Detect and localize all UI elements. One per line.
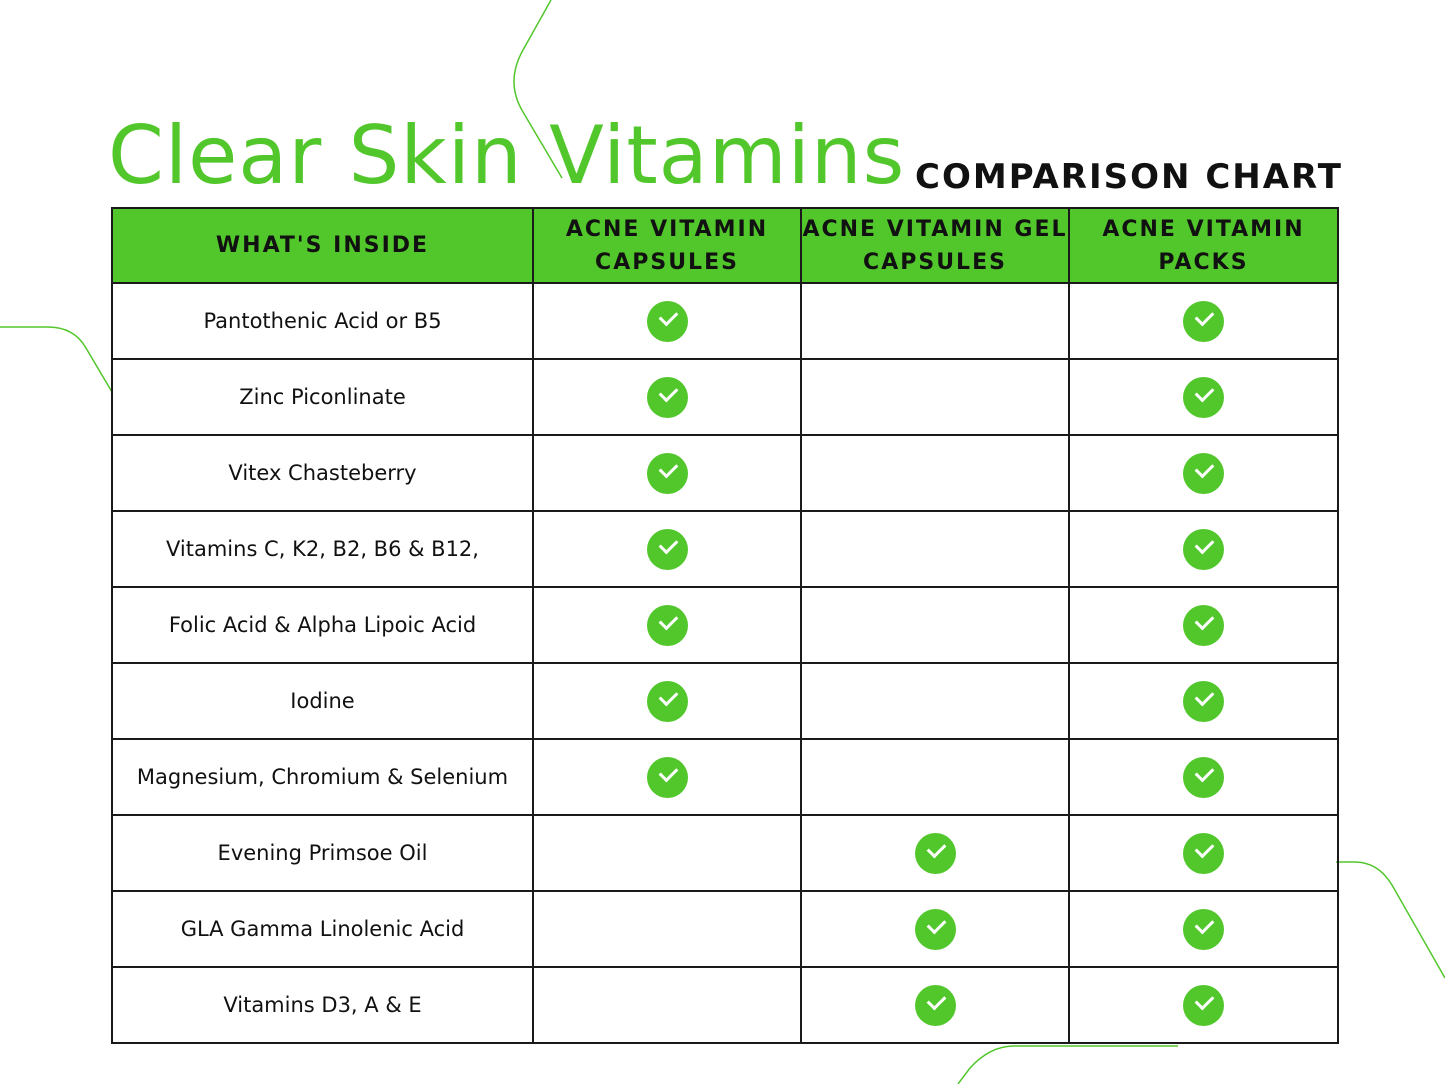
header-whats-inside: WHAT'S INSIDE: [111, 207, 534, 284]
check-circle-icon: [914, 984, 956, 1026]
decorative-curve-bottom: [957, 1045, 1178, 1084]
cell-acne-vitamin-capsules: [532, 814, 802, 892]
cell-acne-vitamin-capsules: [532, 738, 802, 816]
check-circle-icon: [646, 604, 688, 646]
ingredient-name: GLA Gamma Linolenic Acid: [111, 890, 534, 968]
header-acne-vitamin-gel-capsules: ACNE VITAMIN GEL CAPSULES: [800, 207, 1070, 284]
header-acne-vitamin-capsules: ACNE VITAMIN CAPSULES: [532, 207, 802, 284]
header-acne-vitamin-packs: ACNE VITAMIN PACKS: [1068, 207, 1339, 284]
table-row: Evening Primsoe Oil: [111, 814, 1339, 892]
check-circle-icon: [914, 908, 956, 950]
decorative-curve-left: [0, 326, 113, 393]
check-circle-icon: [646, 756, 688, 798]
table-row: Folic Acid & Alpha Lipoic Acid: [111, 586, 1339, 664]
ingredient-name: Vitamins D3, A & E: [111, 966, 534, 1044]
check-circle-icon: [1183, 908, 1224, 950]
ingredient-name: Pantothenic Acid or B5: [111, 282, 534, 360]
check-circle-icon: [1183, 756, 1224, 798]
check-circle-icon: [1183, 528, 1224, 570]
cell-acne-vitamin-packs: [1068, 282, 1339, 360]
cell-acne-vitamin-capsules: [532, 510, 802, 588]
cell-acne-vitamin-packs: [1068, 738, 1339, 816]
ingredient-name: Vitamins C, K2, B2, B6 & B12,: [111, 510, 534, 588]
cell-acne-vitamin-packs: [1068, 966, 1339, 1044]
cell-acne-vitamin-gel-capsules: [800, 586, 1070, 664]
cell-acne-vitamin-packs: [1068, 662, 1339, 740]
ingredient-name: Evening Primsoe Oil: [111, 814, 534, 892]
table-header-row: WHAT'S INSIDE ACNE VITAMIN CAPSULES ACNE…: [111, 207, 1339, 284]
cell-acne-vitamin-capsules: [532, 890, 802, 968]
cell-acne-vitamin-packs: [1068, 890, 1339, 968]
cell-acne-vitamin-packs: [1068, 814, 1339, 892]
page-title: Clear Skin Vitamins: [108, 109, 906, 202]
table-row: Magnesium, Chromium & Selenium: [111, 738, 1339, 816]
table-row: GLA Gamma Linolenic Acid: [111, 890, 1339, 968]
check-circle-icon: [1183, 300, 1224, 342]
table-row: Vitamins D3, A & E: [111, 966, 1339, 1044]
check-circle-icon: [1183, 452, 1224, 494]
ingredient-name: Magnesium, Chromium & Selenium: [111, 738, 534, 816]
table-body: Pantothenic Acid or B5 Zinc Piconlinate Vi…: [111, 282, 1339, 1044]
check-circle-icon: [1183, 604, 1224, 646]
check-circle-icon: [646, 528, 688, 570]
check-circle-icon: [1183, 680, 1224, 722]
table-row: Iodine: [111, 662, 1339, 740]
check-circle-icon: [646, 376, 688, 418]
cell-acne-vitamin-gel-capsules: [800, 890, 1070, 968]
cell-acne-vitamin-gel-capsules: [800, 358, 1070, 436]
cell-acne-vitamin-gel-capsules: [800, 510, 1070, 588]
cell-acne-vitamin-gel-capsules: [800, 814, 1070, 892]
cell-acne-vitamin-gel-capsules: [800, 662, 1070, 740]
decorative-curve-right: [1336, 861, 1445, 979]
ingredient-name: Folic Acid & Alpha Lipoic Acid: [111, 586, 534, 664]
check-circle-icon: [1183, 984, 1224, 1026]
page-subtitle: COMPARISON CHART: [915, 157, 1343, 197]
cell-acne-vitamin-packs: [1068, 510, 1339, 588]
table-row: Zinc Piconlinate: [111, 358, 1339, 436]
check-circle-icon: [1183, 832, 1224, 874]
cell-acne-vitamin-capsules: [532, 434, 802, 512]
check-circle-icon: [646, 680, 688, 722]
table-row: Vitex Chasteberry: [111, 434, 1339, 512]
cell-acne-vitamin-capsules: [532, 662, 802, 740]
comparison-table: WHAT'S INSIDE ACNE VITAMIN CAPSULES ACNE…: [111, 207, 1339, 1044]
cell-acne-vitamin-capsules: [532, 966, 802, 1044]
table-row: Vitamins C, K2, B2, B6 & B12,: [111, 510, 1339, 588]
check-circle-icon: [1183, 376, 1224, 418]
ingredient-name: Vitex Chasteberry: [111, 434, 534, 512]
cell-acne-vitamin-gel-capsules: [800, 966, 1070, 1044]
table-row: Pantothenic Acid or B5: [111, 282, 1339, 360]
cell-acne-vitamin-packs: [1068, 358, 1339, 436]
check-circle-icon: [914, 832, 956, 874]
cell-acne-vitamin-gel-capsules: [800, 282, 1070, 360]
cell-acne-vitamin-capsules: [532, 282, 802, 360]
cell-acne-vitamin-packs: [1068, 586, 1339, 664]
cell-acne-vitamin-capsules: [532, 358, 802, 436]
cell-acne-vitamin-capsules: [532, 586, 802, 664]
ingredient-name: Iodine: [111, 662, 534, 740]
cell-acne-vitamin-packs: [1068, 434, 1339, 512]
ingredient-name: Zinc Piconlinate: [111, 358, 534, 436]
cell-acne-vitamin-gel-capsules: [800, 434, 1070, 512]
cell-acne-vitamin-gel-capsules: [800, 738, 1070, 816]
check-circle-icon: [646, 452, 688, 494]
check-circle-icon: [646, 300, 688, 342]
